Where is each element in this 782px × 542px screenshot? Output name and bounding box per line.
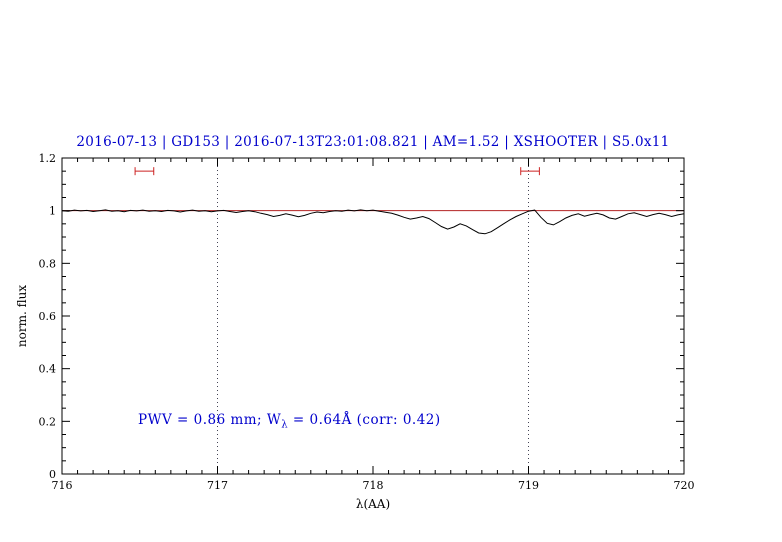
x-tick-label: 720 — [674, 479, 695, 492]
y-tick-label: 0.6 — [39, 310, 57, 323]
x-axis-label: λ(AA) — [355, 497, 391, 511]
pwv-annotation: PWV = 0.86 mm; Wλ = 0.64Å (corr: 0.42) — [138, 412, 441, 431]
axis-ticks — [61, 157, 685, 475]
x-tick-labels: 716 717 718 719 720 — [52, 479, 695, 492]
x-tick-label: 719 — [518, 479, 539, 492]
y-tick-labels: 0 0.2 0.4 0.6 0.8 1 1.2 — [39, 152, 57, 481]
y-tick-label: 0.4 — [39, 363, 57, 376]
y-tick-label: 0.8 — [39, 257, 57, 270]
spectrum-line — [61, 209, 685, 235]
pwv-annotation-sub: λ — [281, 419, 289, 431]
x-tick-label: 718 — [363, 479, 384, 492]
y-tick-label: 1 — [49, 205, 56, 218]
x-tick-label: 716 — [52, 479, 73, 492]
y-tick-label: 1.2 — [39, 152, 57, 165]
plot-title: 2016-07-13 | GD153 | 2016-07-13T23:01:08… — [76, 134, 670, 150]
y-tick-label: 0 — [49, 468, 56, 481]
pwv-annotation-suffix: = 0.64Å (corr: 0.42) — [288, 412, 441, 428]
y-tick-label: 0.2 — [39, 415, 57, 428]
y-axis-label: norm. flux — [15, 284, 29, 348]
pwv-annotation-prefix: PWV = 0.86 mm; W — [138, 412, 282, 428]
window-markers — [134, 167, 540, 176]
x-tick-label: 717 — [207, 479, 228, 492]
